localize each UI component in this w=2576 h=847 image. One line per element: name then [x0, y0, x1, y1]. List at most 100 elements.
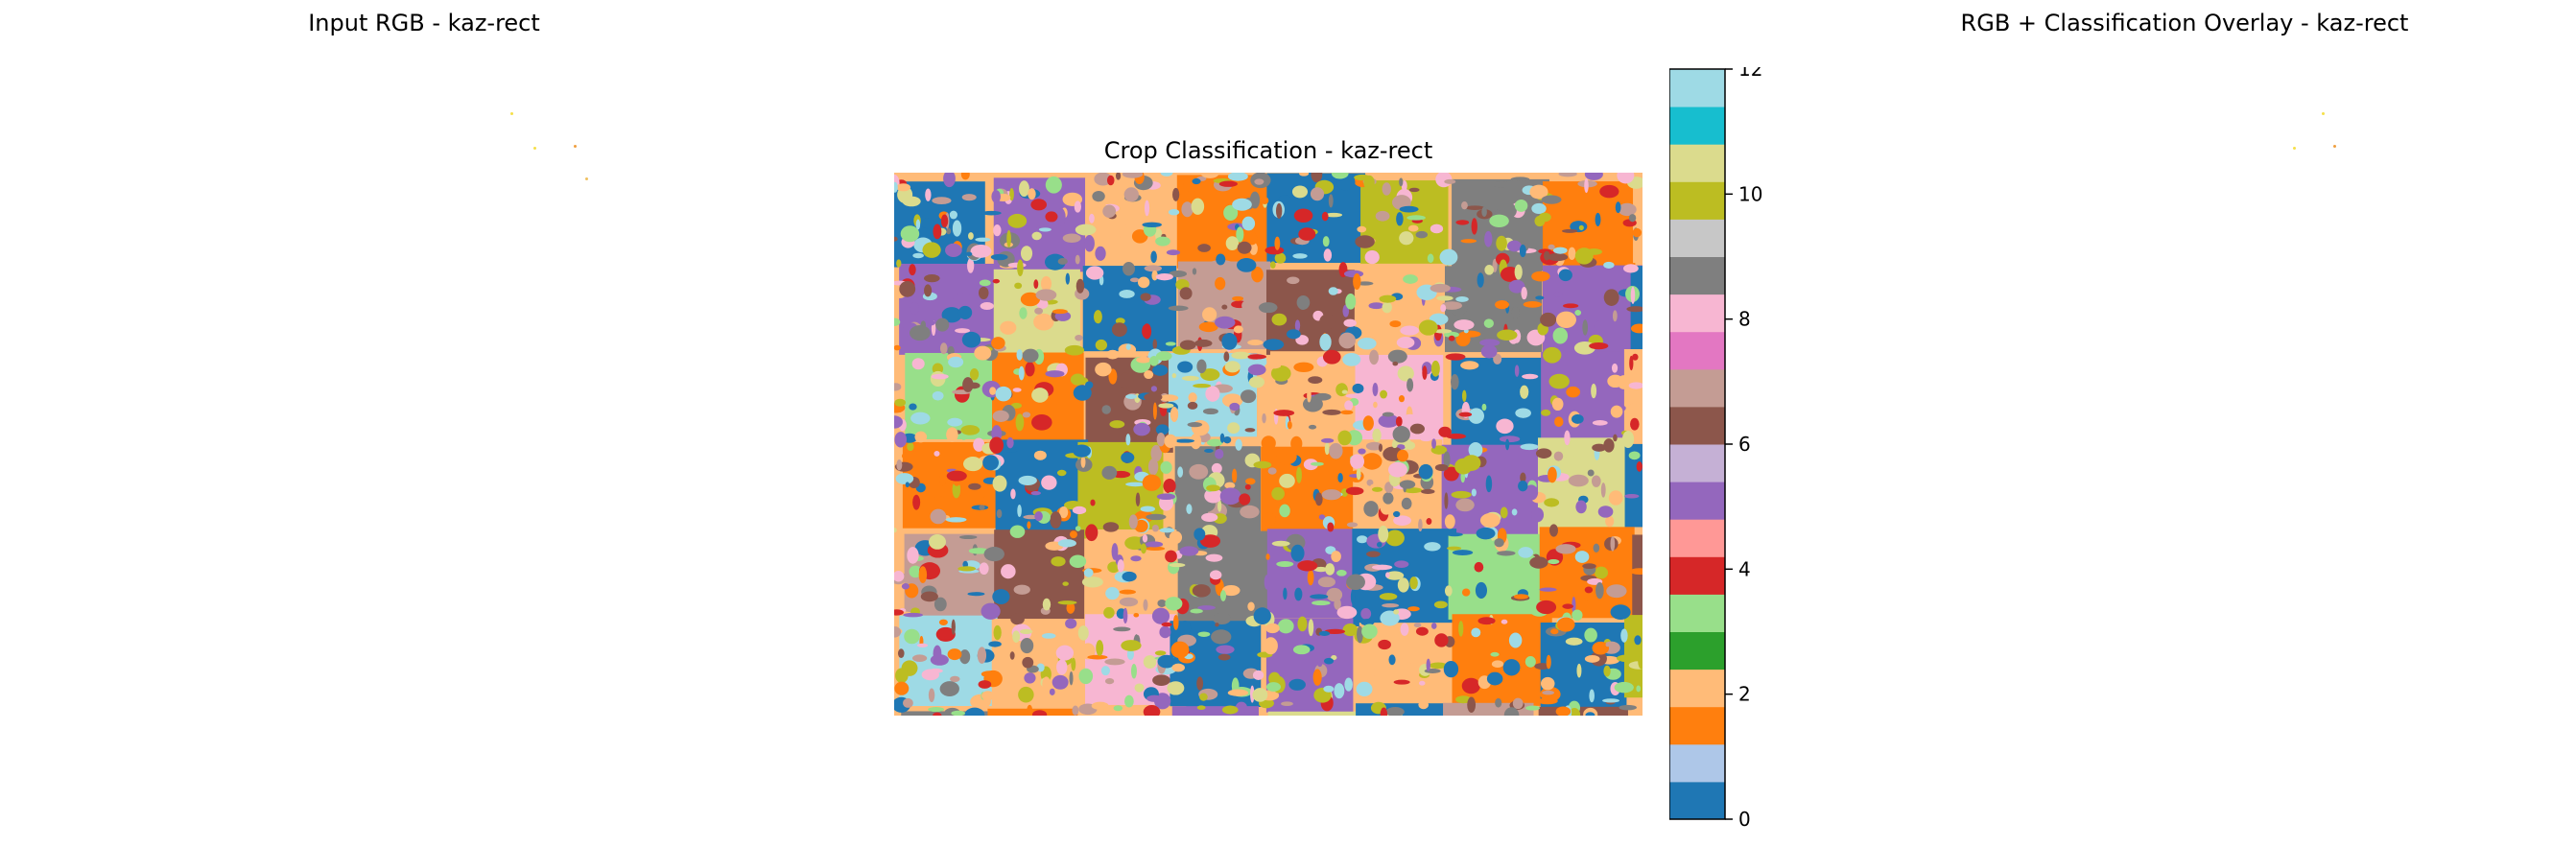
class-speckle	[1460, 361, 1479, 370]
class-speckle	[1415, 626, 1429, 636]
class-speckle	[1144, 370, 1154, 380]
class-speckle	[1445, 353, 1466, 361]
class-speckle	[910, 302, 919, 315]
class-speckle	[913, 384, 933, 400]
class-speckle	[1479, 512, 1501, 529]
class-speckle	[1335, 383, 1348, 397]
class-speckle	[1119, 597, 1139, 607]
class-speckle	[1265, 682, 1281, 692]
class-speckle	[1071, 657, 1076, 671]
class-speckle	[1340, 410, 1354, 415]
class-speckle	[1503, 707, 1520, 716]
class-speckle	[1495, 697, 1502, 708]
class-speckle	[1001, 564, 1016, 579]
class-speckle	[1087, 654, 1108, 660]
class-speckle	[1605, 515, 1615, 528]
class-speckle	[1406, 657, 1422, 664]
class-speckle	[1119, 589, 1136, 595]
class-speckle	[1418, 463, 1433, 480]
class-speckle	[1293, 208, 1313, 224]
class-speckle	[1177, 466, 1184, 478]
class-speckle	[1471, 627, 1481, 638]
class-speckle	[1056, 659, 1068, 675]
class-speckle	[1323, 657, 1335, 665]
class-speckle	[1111, 322, 1127, 338]
class-speckle	[1204, 448, 1214, 453]
class-speckle	[1179, 546, 1199, 556]
input-speck	[510, 112, 513, 115]
class-speckle	[910, 412, 931, 425]
class-speckle	[969, 367, 980, 381]
class-speckle	[1318, 630, 1331, 636]
class-speckle	[1101, 405, 1111, 414]
class-speckle	[1401, 497, 1412, 510]
class-speckle	[1317, 661, 1323, 668]
class-speckle	[912, 494, 921, 510]
colorbar-tick-label: 2	[1738, 683, 1751, 706]
class-speckle	[1444, 178, 1456, 184]
input-rgb-title: Input RGB - kaz-rect	[308, 10, 540, 36]
class-speckle	[924, 273, 940, 283]
class-speckle	[1372, 428, 1382, 442]
class-speckle	[1510, 176, 1530, 181]
class-speckle	[1287, 276, 1300, 285]
class-speckle	[958, 535, 978, 540]
class-speckle	[1611, 363, 1619, 373]
class-speckle	[1548, 559, 1560, 565]
class-speckle	[1519, 244, 1526, 258]
class-speckle	[1045, 176, 1062, 194]
class-speckle	[1603, 665, 1611, 677]
class-speckle	[1151, 607, 1170, 624]
class-speckle	[1558, 173, 1577, 177]
class-speckle	[1474, 561, 1484, 573]
class-speckle	[1565, 637, 1583, 646]
class-speckle	[1205, 386, 1220, 402]
class-speckle	[1484, 230, 1493, 247]
class-speckle	[1241, 216, 1256, 231]
class-speckle	[1072, 506, 1087, 515]
class-speckle	[922, 242, 941, 258]
class-speckle	[933, 645, 942, 663]
class-speckle	[1278, 195, 1291, 204]
class-speckle	[1179, 340, 1196, 350]
class-speckle	[1407, 606, 1420, 612]
class-speckle	[1066, 601, 1075, 614]
class-speckle	[1104, 658, 1125, 666]
class-speckle	[1275, 202, 1283, 220]
colorbar-swatch	[1669, 669, 1725, 708]
class-speckle	[1017, 259, 1024, 277]
class-speckle	[947, 648, 962, 661]
class-speckle	[1312, 669, 1322, 686]
class-speckle	[901, 451, 922, 461]
class-speckle	[952, 293, 973, 308]
class-speckle	[1172, 187, 1180, 201]
class-speckle	[1378, 525, 1389, 543]
class-speckle	[1159, 394, 1179, 402]
class-speckle	[1237, 241, 1252, 254]
class-speckle	[1331, 551, 1341, 563]
class-speckle	[897, 648, 905, 659]
class-speckle	[1530, 507, 1545, 523]
class-speckle	[1143, 599, 1148, 611]
class-speckle	[1090, 499, 1096, 506]
colorbar: 0 2 4 6 8 10 12	[1669, 67, 1762, 831]
class-speckle	[1129, 277, 1140, 283]
class-speckle	[1281, 701, 1293, 707]
class-speckle	[1563, 303, 1579, 309]
class-speckle	[1143, 704, 1161, 716]
class-speckle	[1216, 253, 1226, 266]
input-speck	[574, 145, 577, 148]
class-speckle	[1433, 600, 1448, 609]
class-speckle	[1163, 478, 1176, 494]
class-speckle	[1286, 329, 1301, 340]
class-speckle	[1479, 339, 1501, 347]
class-speckle	[911, 654, 928, 662]
colorbar-tick-label: 6	[1738, 433, 1751, 456]
class-speckle	[1323, 685, 1335, 693]
class-speckle	[1400, 623, 1409, 636]
class-speckle	[1142, 474, 1162, 491]
class-speckle	[1325, 212, 1343, 218]
class-speckle	[1593, 348, 1599, 360]
class-speckle	[1605, 643, 1610, 647]
class-speckle	[1093, 310, 1102, 324]
